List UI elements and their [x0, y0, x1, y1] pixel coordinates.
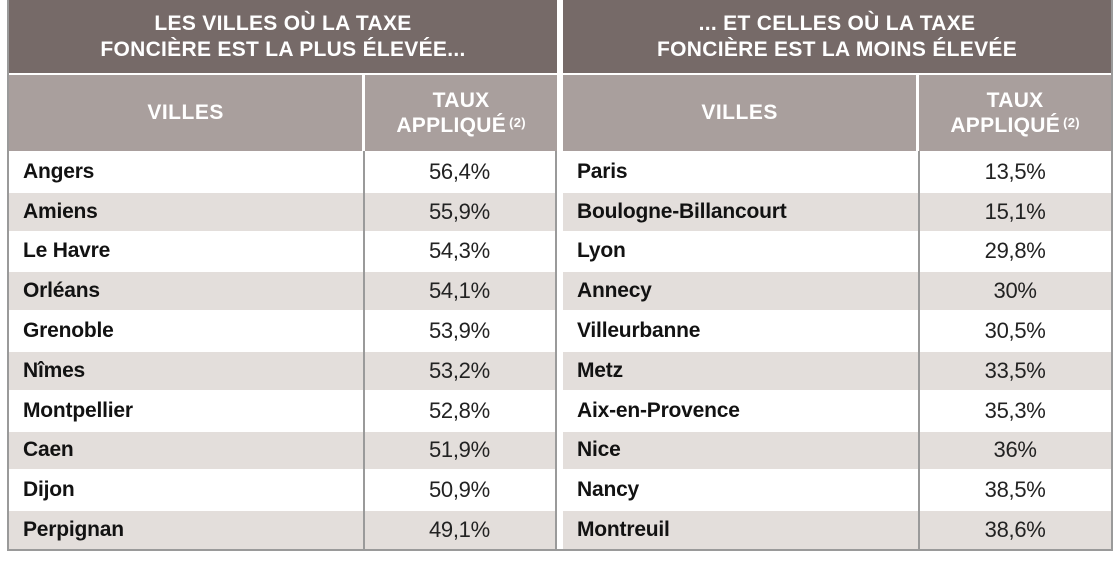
table-body-highest: Angers 56,4% Amiens 55,9% Le Havre 54,3% Or…: [9, 151, 557, 549]
table-title-lowest: ... ET CELLES OÙ LA TAXE FONCIÈRE EST LA…: [563, 0, 1111, 73]
table-row: Nice 36%: [563, 429, 1111, 470]
city-name: Lyon: [577, 239, 626, 263]
table-row: Angers 56,4%: [9, 151, 555, 191]
city-name: Aix-en-Provence: [577, 398, 740, 422]
column-headers: VILLES TAUX APPLIQUÉ (2): [563, 73, 1111, 151]
tax-rate: 52,8%: [428, 397, 490, 423]
tax-rate: 30,5%: [984, 318, 1046, 344]
city-name: Paris: [577, 159, 628, 183]
city-name: Angers: [23, 159, 95, 183]
tax-rate: 55,9%: [428, 198, 490, 224]
table-row: Montpellier 52,8%: [9, 389, 555, 430]
tax-rate: 38,5%: [984, 477, 1046, 503]
city-name: Montpellier: [23, 398, 133, 422]
table-row: Villeurbanne 30,5%: [563, 310, 1111, 350]
footnote-marker: (2): [509, 115, 526, 130]
city-name: Metz: [577, 358, 623, 382]
column-headers: VILLES TAUX APPLIQUÉ (2): [9, 73, 557, 151]
table-row: Amiens 55,9%: [9, 190, 555, 231]
table-row: Lyon 29,8%: [563, 230, 1111, 271]
city-name: Nancy: [577, 478, 640, 502]
city-name: Dijon: [23, 478, 75, 502]
table-row: Dijon 50,9%: [9, 469, 555, 510]
tax-rate: 51,9%: [428, 437, 490, 463]
city-name: Nice: [577, 438, 621, 462]
footnote-marker: (2): [1063, 115, 1080, 130]
taux-line-2: APPLIQUÉ (2): [950, 114, 1080, 137]
tax-rate: 50,9%: [428, 477, 490, 503]
tax-comparison-table: LES VILLES OÙ LA TAXE FONCIÈRE EST LA PL…: [7, 0, 1113, 551]
tax-rate: 54,3%: [428, 238, 490, 264]
taux-line-1: TAUX: [986, 88, 1044, 112]
tax-rate: 53,9%: [428, 318, 490, 344]
table-row: Caen 51,9%: [9, 429, 555, 470]
city-name: Grenoble: [23, 319, 114, 343]
city-name: Caen: [23, 438, 74, 462]
city-name: Amiens: [23, 199, 98, 223]
table-row: Grenoble 53,9%: [9, 310, 555, 350]
column-header-taux: TAUX APPLIQUÉ (2): [365, 75, 557, 151]
taux-line-2: APPLIQUÉ (2): [396, 114, 526, 137]
table-row: Le Havre 54,3%: [9, 230, 555, 271]
column-header-taux: TAUX APPLIQUÉ (2): [919, 75, 1111, 151]
city-name: Le Havre: [23, 239, 111, 263]
table-row: Orléans 54,1%: [9, 270, 555, 311]
tax-rate: 56,4%: [428, 158, 490, 184]
tax-rate: 53,2%: [428, 357, 490, 383]
tax-rate: 35,3%: [984, 397, 1046, 423]
table-row: Nancy 38,5%: [563, 469, 1111, 510]
column-header-villes: VILLES: [563, 75, 920, 151]
title-line-2: FONCIÈRE EST LA PLUS ÉLEVÉE...: [100, 37, 466, 61]
city-name: Annecy: [577, 279, 652, 303]
table-row: Boulogne-Billancourt 15,1%: [563, 190, 1111, 231]
column-header-villes: VILLES: [9, 75, 366, 151]
city-name: Boulogne-Billancourt: [577, 199, 787, 223]
table-row: Paris 13,5%: [563, 151, 1111, 191]
table-row: Nîmes 53,2%: [9, 349, 555, 390]
title-line-1: ... ET CELLES OÙ LA TAXE: [698, 12, 976, 36]
table-highest-rates: LES VILLES OÙ LA TAXE FONCIÈRE EST LA PL…: [9, 0, 557, 549]
table-row: Metz 33,5%: [563, 349, 1111, 390]
table-row: Montreuil 38,6%: [563, 509, 1111, 549]
title-line-1: LES VILLES OÙ LA TAXE: [154, 12, 412, 36]
tax-rate: 49,1%: [428, 517, 490, 543]
city-name: Montreuil: [577, 518, 670, 542]
tax-rate: 13,5%: [984, 158, 1046, 184]
table-body-lowest: Paris 13,5% Boulogne-Billancourt 15,1% Lyo…: [563, 151, 1111, 549]
table-lowest-rates: ... ET CELLES OÙ LA TAXE FONCIÈRE EST LA…: [563, 0, 1111, 549]
table-row: Aix-en-Provence 35,3%: [563, 389, 1111, 430]
table-row: Perpignan 49,1%: [9, 509, 555, 549]
city-name: Orléans: [23, 279, 100, 303]
tax-rate: 15,1%: [984, 198, 1046, 224]
table-divider: [557, 0, 563, 549]
taux-line-1: TAUX: [432, 88, 490, 112]
tax-rate: 29,8%: [984, 238, 1046, 264]
tax-rate: 38,6%: [984, 517, 1046, 543]
table-title-highest: LES VILLES OÙ LA TAXE FONCIÈRE EST LA PL…: [9, 0, 557, 73]
tax-rate: 36%: [993, 437, 1037, 463]
tax-rate: 30%: [993, 278, 1037, 304]
tax-rate: 54,1%: [428, 278, 490, 304]
city-name: Villeurbanne: [577, 319, 701, 343]
city-name: Perpignan: [23, 518, 124, 542]
city-name: Nîmes: [23, 358, 86, 382]
table-row: Annecy 30%: [563, 270, 1111, 311]
tax-rate: 33,5%: [984, 357, 1046, 383]
title-line-2: FONCIÈRE EST LA MOINS ÉLEVÉE: [657, 37, 1017, 61]
